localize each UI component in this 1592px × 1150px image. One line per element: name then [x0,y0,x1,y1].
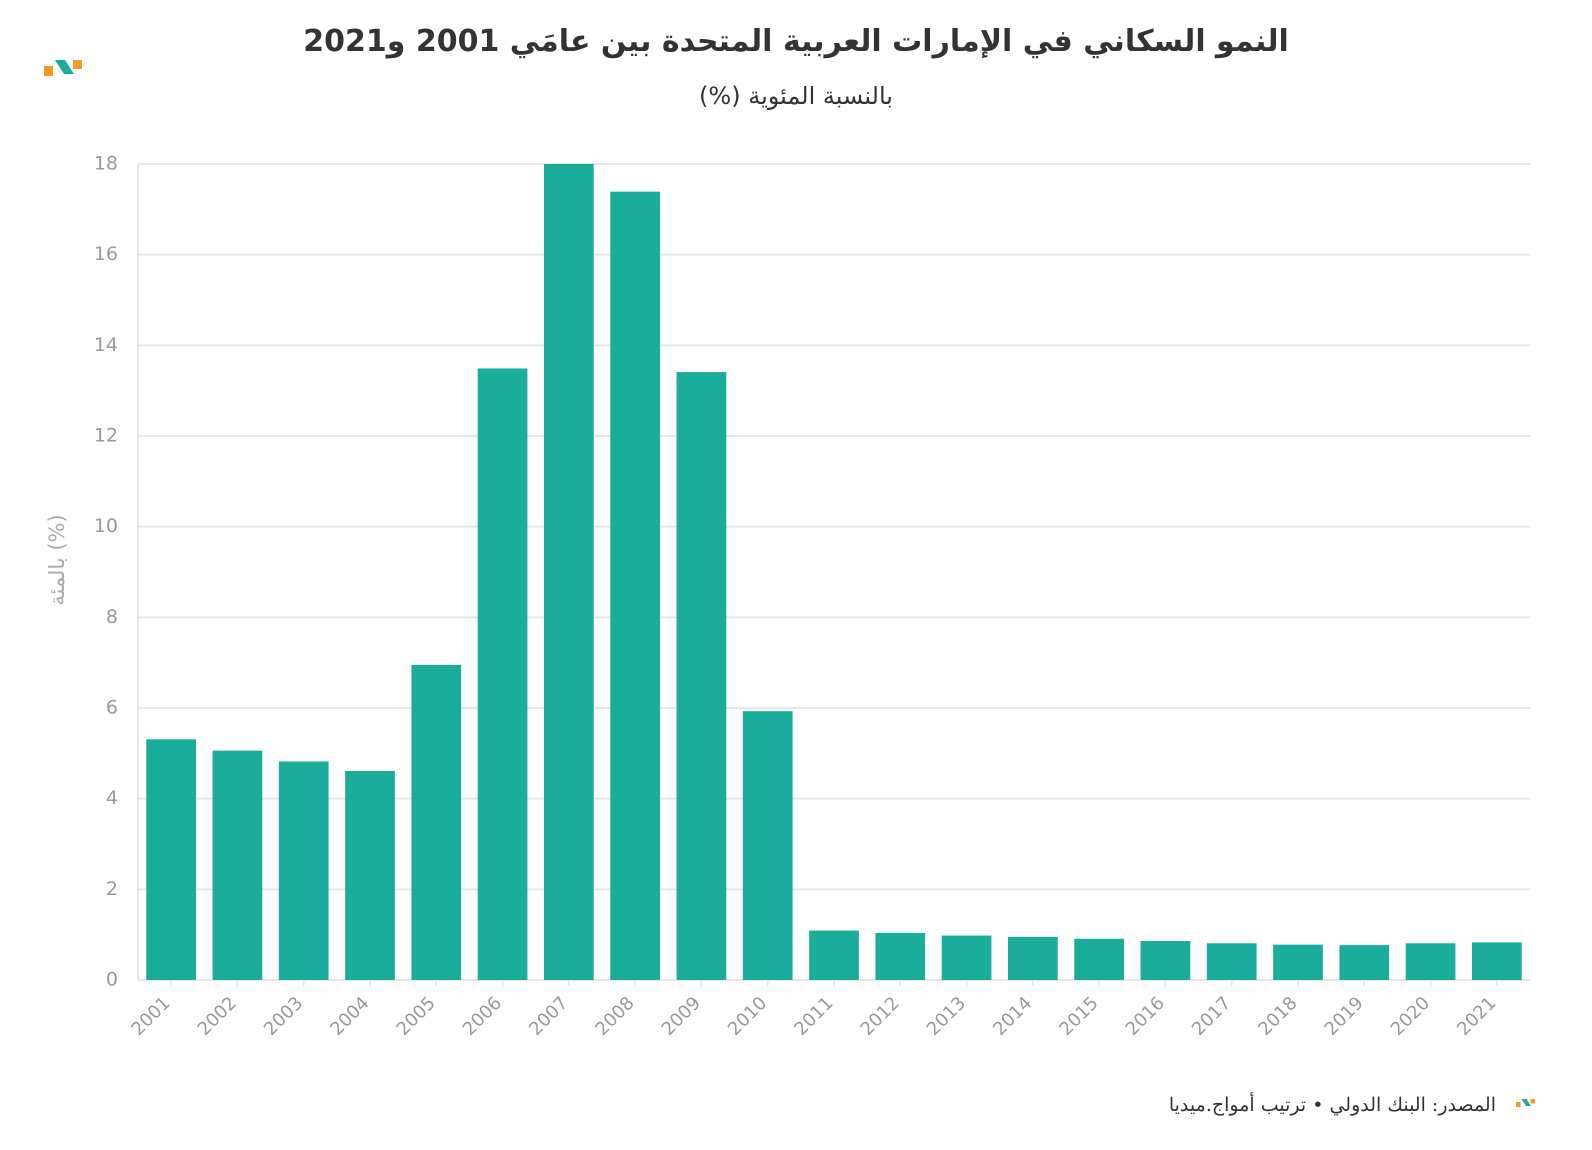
bar [809,930,859,980]
y-axis-ticks: 0 2 4 6 8 10 12 14 16 18 [94,153,118,991]
y-tick-label: 16 [94,243,118,265]
x-tick-label: 2003 [260,993,307,1040]
x-tick-label: 2019 [1321,993,1368,1040]
bar [875,932,926,980]
bar [610,191,660,981]
x-tick-label: 2006 [459,993,506,1040]
bars [146,164,1522,981]
bar [676,372,727,981]
x-tick-label: 2012 [857,993,904,1040]
chart-title: النمو السكاني في الإمارات العربية المتحد… [303,24,1289,59]
y-tick-label: 0 [106,969,118,991]
bar [212,750,263,980]
bar [1472,942,1522,980]
bar [477,368,528,980]
bar [1074,938,1124,980]
bar [1206,943,1257,980]
bar [742,711,793,980]
bar [1339,945,1390,980]
x-tick-label: 2021 [1453,993,1500,1040]
y-tick-label: 6 [106,697,118,719]
bar [941,935,992,980]
y-tick-label: 14 [94,334,118,356]
x-tick-label: 2005 [393,993,440,1040]
bar [146,739,196,980]
y-tick-label: 18 [94,153,118,175]
x-tick-label: 2014 [989,993,1036,1040]
y-tick-label: 8 [106,606,118,628]
bar-chart: 0 2 4 6 8 10 12 14 16 18 2001 2002 2003 2004 2005 2006… [45,153,1530,1040]
awmaj-logo-icon [44,60,82,76]
x-tick-label: 2020 [1387,993,1434,1040]
awmaj-logo-icon [1516,1099,1535,1107]
y-tick-label: 2 [106,878,118,900]
x-tick-label: 2007 [525,993,572,1040]
x-tick-label: 2002 [194,993,241,1040]
source-note: المصدر: البنك الدولي • ترتيب أمواج.ميديا [1168,1094,1496,1116]
x-tick-label: 2013 [923,993,970,1040]
bar [1273,944,1323,980]
x-tick-label: 2011 [790,993,837,1040]
y-axis-label: بالمئة (%) [45,514,69,605]
x-tick-label: 2017 [1188,993,1235,1040]
x-tick-label: 2010 [724,993,771,1040]
y-tick-label: 10 [94,515,118,537]
bar [1008,936,1058,980]
chart-subtitle: بالنسبة المئوية (%) [699,82,893,110]
x-tick-label: 2001 [127,993,174,1040]
x-tick-label: 2004 [326,993,373,1040]
bar [1405,943,1456,980]
x-tick-label: 2008 [591,993,638,1040]
x-axis-ticks: 2001 2002 2003 2004 2005 2006 2007 2008 2009 2010… [127,980,1500,1040]
bar [411,664,462,980]
x-tick-label: 2009 [658,993,705,1040]
x-tick-label: 2016 [1122,993,1169,1040]
bar [544,164,594,980]
bar [345,771,395,980]
y-tick-label: 12 [94,425,118,447]
x-tick-label: 2018 [1254,993,1301,1040]
bar [1140,941,1191,980]
y-tick-label: 4 [106,787,118,809]
bar [278,761,329,980]
x-tick-label: 2015 [1055,993,1102,1040]
